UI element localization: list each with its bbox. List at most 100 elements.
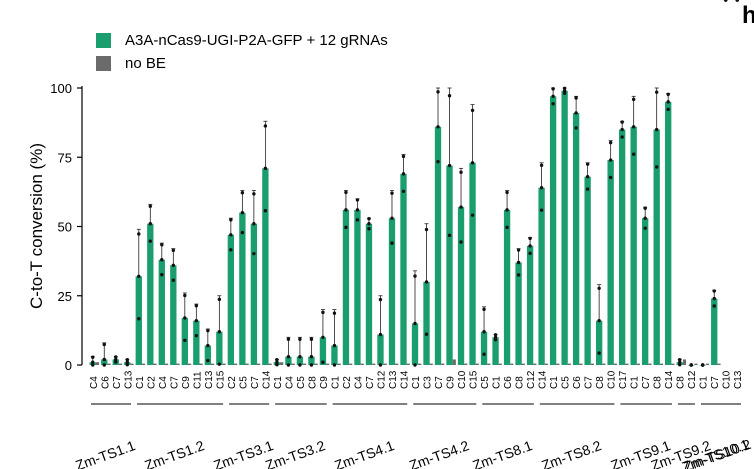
bar-treated	[480, 331, 488, 365]
bar-control	[395, 363, 399, 365]
bar-treated	[653, 129, 660, 365]
x-tick-label: C2	[227, 376, 238, 389]
group-label: Zm-TS4.1	[332, 437, 396, 469]
x-tick-label: C5	[561, 376, 572, 389]
data-point	[275, 358, 279, 362]
data-point	[171, 248, 176, 253]
data-point	[620, 127, 624, 132]
data-point	[171, 263, 176, 267]
x-tick-label: C4	[158, 376, 169, 389]
bar-treated	[584, 176, 591, 365]
x-tick-label: C8	[595, 376, 606, 389]
data-point	[413, 321, 417, 326]
bar-control	[544, 363, 548, 365]
data-point	[631, 125, 636, 129]
data-point	[263, 166, 268, 171]
data-point	[114, 357, 118, 362]
x-tick-label: C6	[572, 376, 583, 389]
bar-control	[429, 363, 433, 365]
bar-treated	[170, 265, 177, 365]
data-point	[401, 172, 406, 176]
bar-control	[141, 363, 146, 365]
x-tick-label: C1	[330, 376, 341, 389]
bar-treated	[158, 259, 165, 365]
data-point	[539, 186, 544, 190]
bar-control	[199, 363, 203, 365]
bar-control	[487, 363, 491, 365]
bar-control	[717, 363, 721, 365]
data-point	[229, 233, 233, 237]
data-point	[321, 335, 325, 339]
data-point	[206, 358, 210, 363]
bar-control	[95, 362, 100, 365]
data-point	[493, 333, 498, 337]
data-point	[562, 86, 567, 90]
data-point	[413, 274, 417, 278]
bar-control	[291, 363, 295, 365]
data-point	[539, 163, 544, 167]
x-tick-label: C7	[710, 376, 721, 389]
x-tick-label: C10	[457, 370, 468, 389]
data-point	[91, 363, 95, 367]
x-tick-label: C14	[261, 370, 272, 389]
bar-treated	[135, 276, 142, 365]
data-point	[321, 360, 325, 364]
data-point	[160, 258, 164, 262]
data-point	[424, 280, 429, 284]
x-tick-label: C1	[630, 376, 641, 389]
data-point	[332, 343, 337, 348]
data-point	[597, 351, 601, 355]
bar-control	[579, 363, 583, 365]
x-tick-label: C14	[664, 370, 675, 389]
bar-treated	[526, 245, 534, 365]
data-point	[608, 158, 613, 162]
y-tick-label: 25	[58, 289, 72, 304]
bar-treated	[630, 126, 637, 365]
bar-control	[257, 363, 261, 365]
data-point	[585, 187, 590, 191]
bar-treated	[711, 298, 718, 365]
data-point	[689, 363, 693, 367]
y-tick-label: 75	[58, 150, 72, 165]
x-tick-label: C8	[653, 376, 664, 389]
x-tick-label: C4	[89, 376, 100, 389]
bar-treated	[400, 173, 407, 365]
x-tick-label: C5	[480, 376, 491, 389]
data-point	[585, 162, 590, 166]
data-point	[286, 337, 291, 341]
data-point	[470, 161, 475, 165]
data-point	[229, 248, 233, 252]
x-tick-label: C4	[284, 376, 295, 389]
bar-control	[187, 363, 192, 365]
data-point	[137, 232, 141, 236]
data-point	[585, 174, 590, 179]
data-point	[678, 358, 682, 362]
data-point	[459, 170, 463, 174]
legend-swatch-control	[96, 55, 111, 71]
data-point	[309, 363, 314, 367]
data-point	[620, 120, 624, 124]
bar-control	[694, 363, 698, 365]
x-tick-label: C12	[376, 370, 387, 389]
legend-label-control: no BE	[125, 54, 166, 72]
x-tick-label: C7	[641, 376, 652, 389]
data-point	[735, 0, 739, 2]
data-point	[701, 363, 705, 367]
bar-treated	[411, 323, 419, 365]
bar-control	[314, 363, 318, 365]
bar-treated	[457, 207, 465, 365]
data-point	[424, 332, 429, 336]
bar-control	[211, 363, 215, 365]
data-point	[447, 94, 452, 98]
bar-treated	[446, 165, 453, 365]
data-point	[401, 154, 406, 159]
bar-control	[326, 363, 330, 365]
data-point	[298, 354, 302, 359]
data-point	[401, 189, 406, 194]
bar-treated	[503, 209, 511, 365]
data-point	[482, 307, 486, 312]
data-point	[505, 208, 509, 212]
panel-letter: h	[742, 2, 754, 29]
data-point	[378, 297, 383, 302]
data-point	[114, 355, 118, 359]
